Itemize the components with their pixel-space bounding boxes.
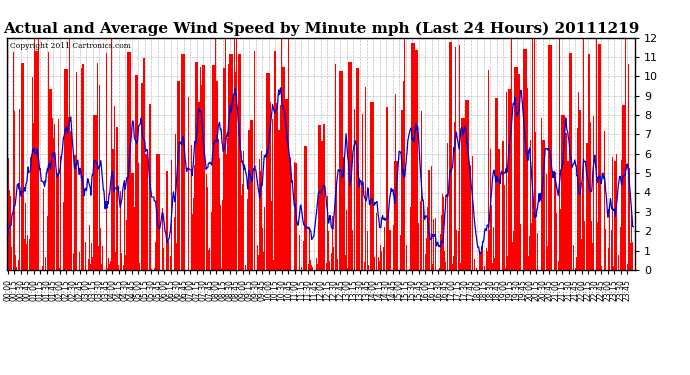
Title: Actual and Average Wind Speed by Minute mph (Last 24 Hours) 20111219: Actual and Average Wind Speed by Minute … <box>3 22 639 36</box>
Text: Copyright 2011 Cartronics.com: Copyright 2011 Cartronics.com <box>10 42 131 50</box>
